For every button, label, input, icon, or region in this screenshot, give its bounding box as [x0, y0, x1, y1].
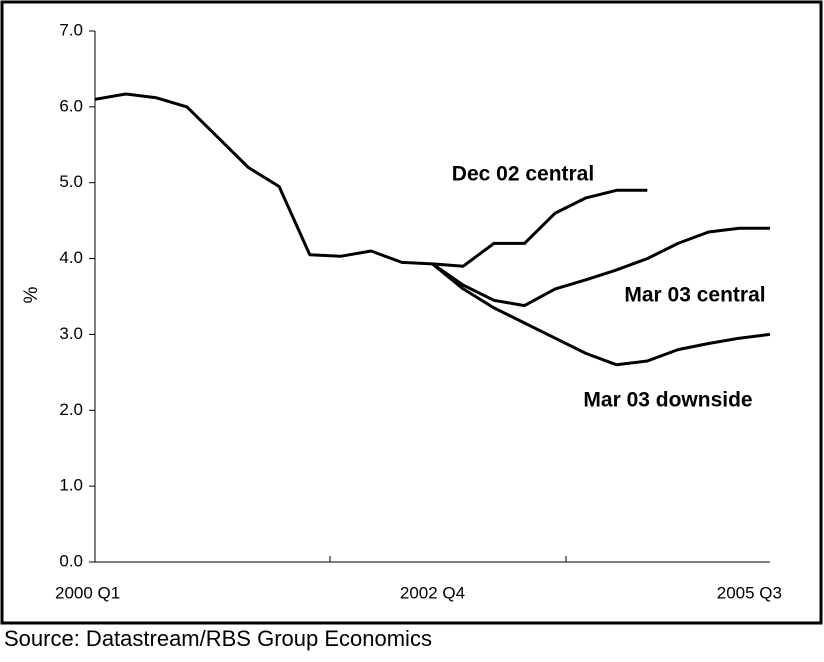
y-tick-label: 2.0: [59, 400, 83, 419]
series-line: [432, 188, 648, 268]
series-line: [431, 226, 770, 308]
y-axis-label: %: [21, 286, 42, 303]
y-tick-label: 3.0: [59, 324, 83, 343]
y-tick-label: 1.0: [59, 476, 83, 495]
x-tick-label: 2000 Q1: [55, 583, 120, 602]
y-tick-label: 4.0: [59, 248, 83, 267]
y-tick-label: 7.0: [59, 20, 83, 39]
series-line: [94, 92, 433, 266]
series-label: Mar 03 central: [624, 284, 765, 307]
y-tick-label: 5.0: [59, 172, 83, 191]
series-label: Mar 03 downside: [583, 389, 752, 412]
y-tick-label: 6.0: [59, 96, 83, 115]
chart-frame: [0, 0, 823, 625]
x-tick-label: 2005 Q3: [717, 583, 782, 602]
series-label: Dec 02 central: [452, 163, 594, 186]
series-line: [431, 262, 771, 367]
source-note: Source: Datastream/RBS Group Economics: [4, 626, 432, 651]
y-tick-label: 0.0: [59, 551, 83, 570]
x-tick-label: 2002 Q4: [400, 583, 465, 602]
